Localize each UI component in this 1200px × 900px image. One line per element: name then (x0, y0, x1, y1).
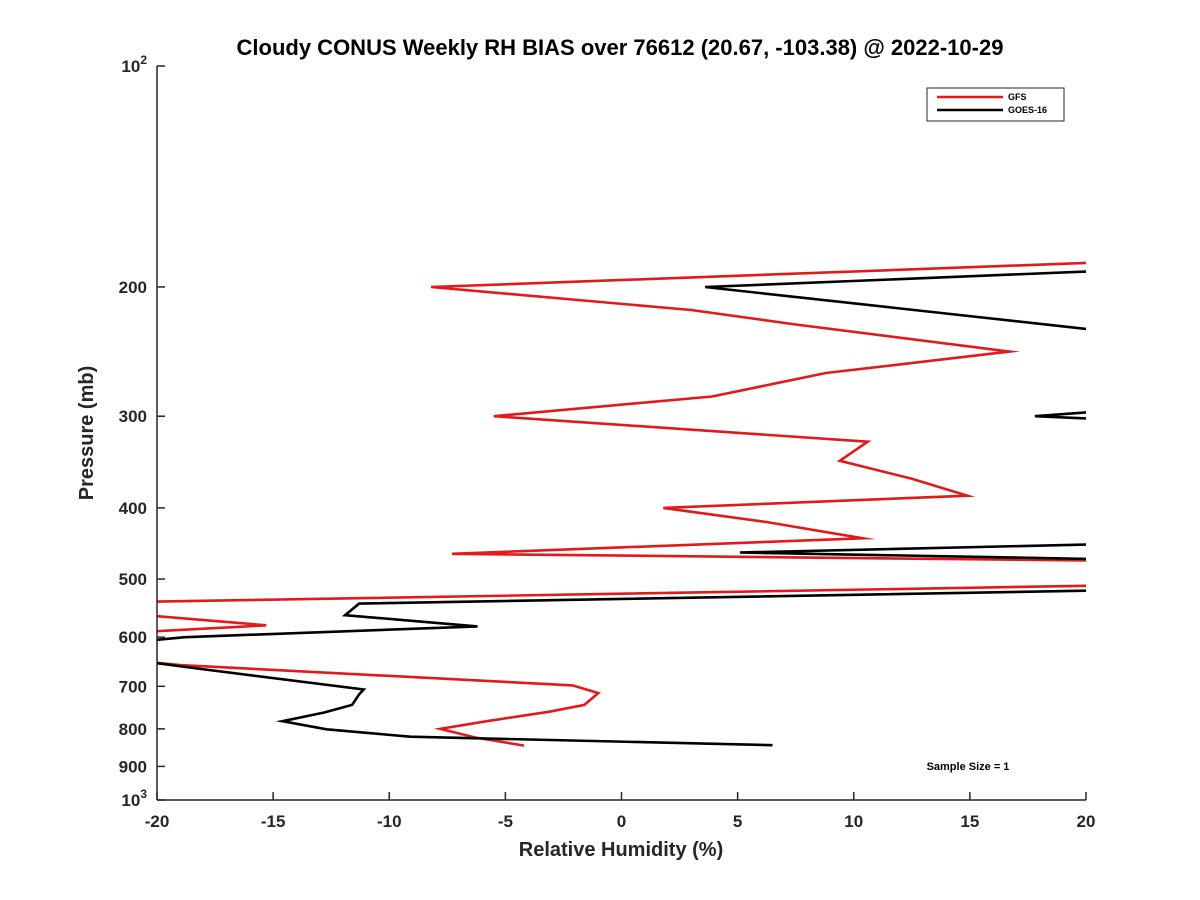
series-line-goes16 (157, 270, 1086, 747)
legend-box (926, 87, 1065, 122)
y-tick-label: 500 (119, 570, 147, 589)
plot-area (157, 66, 1086, 800)
y-tick-label: 300 (119, 407, 147, 426)
y-tick-label: 103 (121, 787, 147, 810)
x-tick-label: -20 (145, 812, 170, 831)
series-layer (157, 261, 1086, 747)
y-tick-label: 700 (119, 677, 147, 696)
x-tick-label: 5 (733, 812, 742, 831)
x-tick-label: 15 (960, 812, 979, 831)
x-axis-label: Relative Humidity (%) (519, 839, 723, 861)
y-tick-label: 400 (119, 499, 147, 518)
legend-label-goes16: GOES-16 (1008, 105, 1047, 115)
legend: GFS GOES-16 (926, 87, 1065, 122)
x-tick-label: 10 (844, 812, 863, 831)
series-line-gfs (157, 261, 1086, 747)
chart-title: Cloudy CONUS Weekly RH BIAS over 76612 (… (237, 35, 1004, 60)
y-axis-label: Pressure (mb) (76, 366, 98, 501)
x-tick-label: -15 (261, 812, 286, 831)
legend-label-gfs: GFS (1008, 92, 1027, 102)
x-tick-label: -5 (498, 812, 513, 831)
y-tick-label: 900 (119, 757, 147, 776)
y-tick-label: 200 (119, 278, 147, 297)
y-tick-label: 102 (121, 53, 147, 76)
y-ticks: 102 200 300 400 500 600 700 800 900 103 (119, 53, 165, 810)
x-ticks: -20 -15 -10 -5 0 5 10 15 20 (145, 792, 1096, 831)
y-tick-label: 600 (119, 628, 147, 647)
y-tick-label: 800 (119, 720, 147, 739)
sample-size-annotation: Sample Size = 1 (927, 761, 1010, 773)
x-tick-label: 20 (1077, 812, 1096, 831)
x-tick-label: -10 (377, 812, 402, 831)
x-tick-label: 0 (617, 812, 626, 831)
